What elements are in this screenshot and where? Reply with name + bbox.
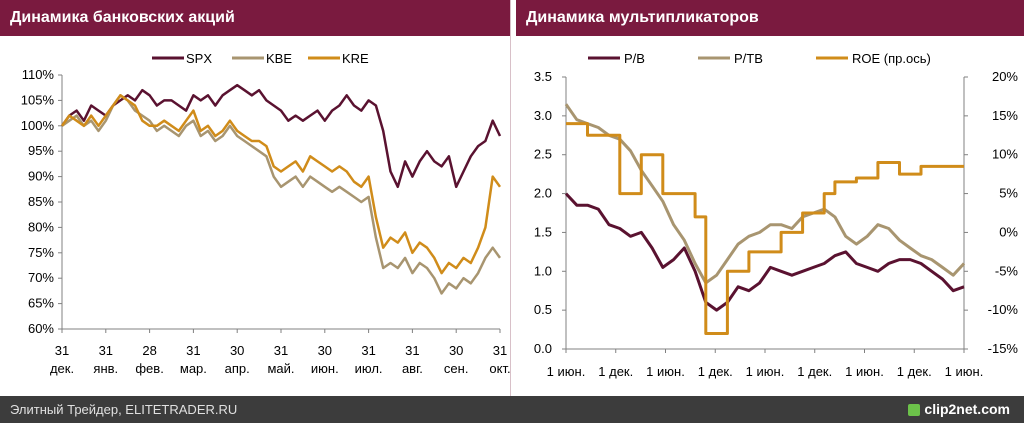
x-tick-label: 1 июн. — [646, 364, 685, 379]
y-tick-label: 65% — [28, 296, 54, 311]
y-right-tick-label: -5% — [995, 263, 1019, 278]
clip2net-brand[interactable]: clip2net.com — [908, 396, 1010, 423]
x-tick-month: апр. — [225, 361, 250, 376]
source-credit: Элитный Трейдер, ELITETRADER.RU — [10, 402, 238, 417]
y-tick-label: 75% — [28, 245, 54, 260]
y-left-tick-label: 1.5 — [534, 224, 552, 239]
x-tick-month: сен. — [444, 361, 469, 376]
clip2net-label: clip2net.com — [924, 401, 1010, 417]
x-tick-month: янв. — [93, 361, 118, 376]
x-tick-day: 31 — [274, 343, 288, 358]
multipliers-panel: Динамика мультипликаторов 0.0 0.5 1.0 1.5 2.… — [516, 0, 1024, 396]
x-tick-label: 1 дек. — [897, 364, 932, 379]
y-tick-label: 90% — [28, 169, 54, 184]
y-left-tick-label: 1.0 — [534, 263, 552, 278]
y-left-tick-label: 0.5 — [534, 302, 552, 317]
y-right-tick-label: 15% — [992, 108, 1018, 123]
bank-stocks-title: Динамика банковских акций — [0, 0, 510, 36]
y-left-tick-label: 2.0 — [534, 186, 552, 201]
y-tick-label: 70% — [28, 270, 54, 285]
x-tick-day: 31 — [55, 343, 69, 358]
x-tick-month: авг. — [402, 361, 423, 376]
x-tick-label: 1 дек. — [598, 364, 633, 379]
y-left-tick-label: 2.5 — [534, 147, 552, 162]
y-right-tick-label: 0% — [999, 224, 1018, 239]
x-tick-day: 31 — [186, 343, 200, 358]
series-line-kbe — [61, 94, 502, 295]
legend-label-p-tb: P/TB — [734, 51, 763, 66]
legend-label-kre: KRE — [342, 51, 369, 66]
x-tick-month: май. — [267, 361, 294, 376]
series-line-p-b — [564, 192, 965, 312]
x-tick-day: 31 — [493, 343, 507, 358]
x-tick-label: 1 июн. — [746, 364, 785, 379]
x-tick-month: июл. — [355, 361, 383, 376]
x-tick-label: 1 дек. — [797, 364, 832, 379]
bank-stocks-chart: 60% 65% 70% 75% 80% 85% 90% 95% 100% 105% 110% 31 де… — [21, 51, 510, 376]
bank-stocks-panel: Динамика банковских акций 60% 65% 70% 75% 80… — [0, 0, 510, 396]
x-tick-day: 31 — [405, 343, 419, 358]
legend-label-p-b: P/B — [624, 51, 645, 66]
legend-label-kbe: KBE — [266, 51, 292, 66]
series-line-p-tb — [564, 103, 966, 285]
y-tick-label: 60% — [28, 321, 54, 336]
y-tick-label: 80% — [28, 219, 54, 234]
footer-bar: Элитный Трейдер, ELITETRADER.RU clip2net… — [0, 396, 1024, 423]
x-tick-label: 1 июн. — [945, 364, 984, 379]
x-tick-month: дек. — [50, 361, 74, 376]
y-left-tick-label: 3.0 — [534, 108, 552, 123]
x-tick-label: 1 дек. — [698, 364, 733, 379]
x-tick-day: 28 — [142, 343, 156, 358]
series-line-kre — [60, 94, 502, 275]
x-tick-day: 31 — [99, 343, 113, 358]
y-left-tick-label: 3.5 — [534, 69, 552, 84]
series-line-roe — [566, 122, 964, 335]
x-tick-month: окт. — [489, 361, 510, 376]
y-tick-label: 95% — [28, 143, 54, 158]
x-tick-day: 30 — [449, 343, 463, 358]
x-tick-day: 30 — [318, 343, 332, 358]
y-tick-label: 110% — [22, 67, 55, 82]
x-tick-month: июн. — [311, 361, 339, 376]
x-tick-day: 31 — [361, 343, 375, 358]
y-right-tick-label: 10% — [992, 147, 1018, 162]
y-right-tick-label: 5% — [999, 186, 1018, 201]
multipliers-title: Динамика мультипликаторов — [516, 0, 1024, 36]
x-tick-label: 1 июн. — [845, 364, 884, 379]
multipliers-chart: 0.0 0.5 1.0 1.5 2.0 2.5 3.0 3.5 -15% -10% -5% 0% 5% 1… — [534, 51, 1019, 379]
clip2net-logo-icon — [908, 404, 921, 417]
x-tick-day: 30 — [230, 343, 244, 358]
y-tick-label: 100% — [21, 118, 55, 133]
y-tick-label: 85% — [28, 194, 54, 209]
x-tick-month: мар. — [180, 361, 207, 376]
series-line-spx — [60, 83, 502, 189]
y-right-tick-label: -10% — [988, 302, 1019, 317]
x-tick-label: 1 июн. — [547, 364, 586, 379]
y-right-tick-label: -15% — [988, 341, 1019, 356]
legend-label-spx: SPX — [186, 51, 212, 66]
legend-label-roe: ROE (пр.ось) — [852, 51, 931, 66]
x-tick-month: фев. — [135, 361, 163, 376]
y-right-tick-label: 20% — [992, 69, 1018, 84]
panel-divider — [510, 0, 517, 396]
y-left-tick-label: 0.0 — [534, 341, 552, 356]
y-tick-label: 105% — [21, 92, 55, 107]
